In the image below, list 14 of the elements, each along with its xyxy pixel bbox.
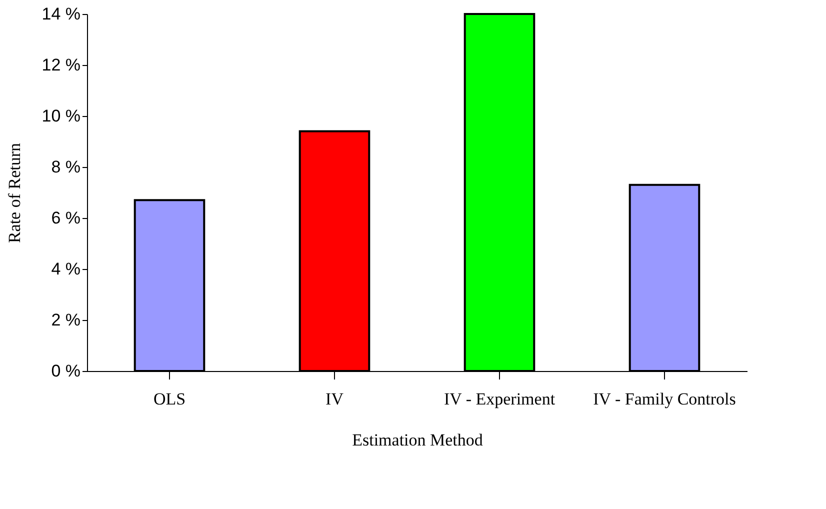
y-tick-label: 14 % (42, 4, 80, 24)
x-tick-label: IV - Family Controls (593, 390, 736, 408)
y-tick-label: 2 % (51, 310, 80, 330)
y-axis-title: Rate of Return (4, 142, 24, 244)
x-tick-label: IV (326, 390, 344, 408)
y-tick-label: 6 % (51, 208, 80, 228)
x-tick-label: IV - Experiment (444, 390, 556, 408)
y-tick-label: 8 % (51, 158, 80, 176)
x-axis-title: Estimation Method (352, 430, 484, 450)
x-tick-label: OLS (153, 390, 186, 408)
y-tick-label: 4 % (51, 260, 80, 278)
y-tick-label: 0 % (51, 362, 80, 380)
y-tick-label: 12 % (42, 56, 80, 74)
y-tick-label: 10 % (42, 106, 80, 126)
